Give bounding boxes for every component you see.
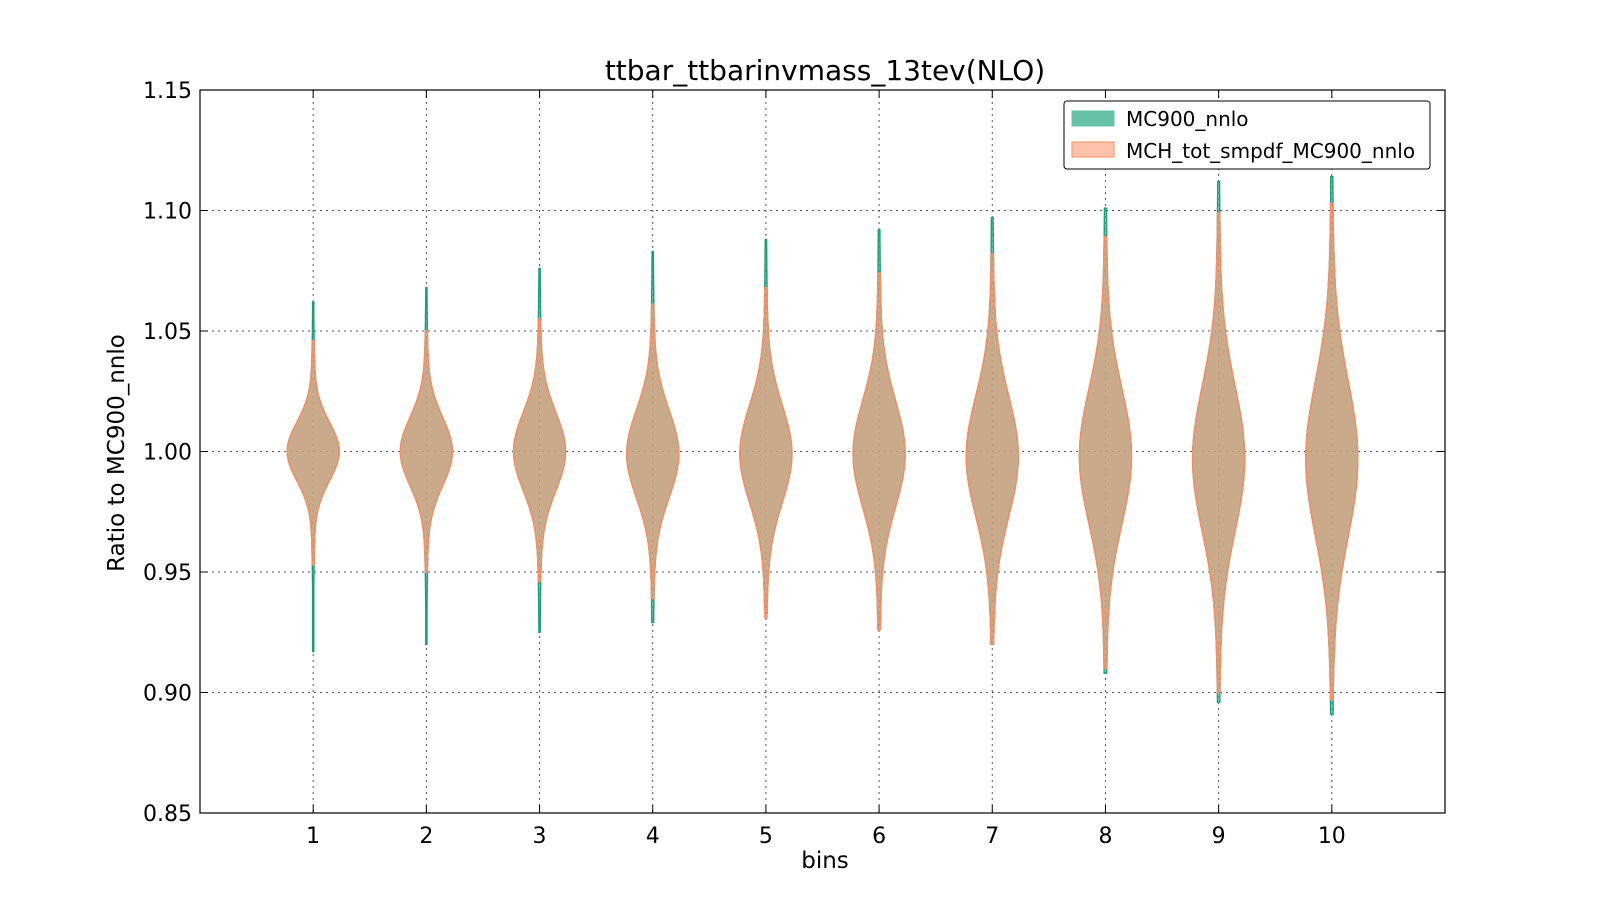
x-tick-label: 7 xyxy=(985,824,999,849)
x-tick-label: 4 xyxy=(646,824,660,849)
y-tick-label: 0.85 xyxy=(143,802,192,827)
x-tick-label: 6 xyxy=(872,824,886,849)
y-axis-label: Ratio to MC900_nnlo xyxy=(104,334,130,572)
violin-mch-bin-1 xyxy=(286,339,340,566)
violin-mch-bin-6 xyxy=(852,272,906,631)
violin-mch-bin-7 xyxy=(965,253,1019,645)
x-tick-label: 9 xyxy=(1212,824,1226,849)
x-tick-label: 8 xyxy=(1098,824,1112,849)
legend-label-mch: MCH_tot_smpdf_MC900_nnlo xyxy=(1126,139,1415,163)
x-tick-label: 5 xyxy=(759,824,773,849)
violin-mch-bin-4 xyxy=(626,303,680,600)
x-tick-label: 1 xyxy=(306,824,320,849)
ticks: 0.85 0.90 0.95 1.00 1.05 1.10 1.15 1 2 3 4 5 6 7 8 9 10 xyxy=(143,79,1445,849)
legend-swatch-mc900 xyxy=(1071,110,1115,127)
violin-mch-bin-9 xyxy=(1191,212,1246,694)
violin-mch-bin-3 xyxy=(512,318,567,583)
violins xyxy=(286,176,1359,715)
violin-mch-bin-5 xyxy=(739,286,793,619)
y-tick-label: 1.10 xyxy=(143,200,192,225)
violin-mch-bin-2 xyxy=(399,330,454,573)
legend-swatch-mch xyxy=(1071,141,1115,158)
y-tick-label: 0.90 xyxy=(143,682,192,707)
legend-label-mc900: MC900_nnlo xyxy=(1126,107,1249,131)
legend: MC900_nnlo MCH_tot_smpdf_MC900_nnlo xyxy=(1063,100,1431,170)
y-tick-label: 0.95 xyxy=(143,561,192,586)
x-axis-label: bins xyxy=(801,848,849,874)
y-tick-label: 1.15 xyxy=(143,79,192,104)
x-tick-label: 2 xyxy=(419,824,433,849)
violin-mch-bin-8 xyxy=(1078,236,1133,670)
x-tick-label: 3 xyxy=(533,824,547,849)
x-tick-label: 10 xyxy=(1318,824,1346,849)
y-tick-label: 1.05 xyxy=(143,320,192,345)
violin-mch-bin-10 xyxy=(1305,202,1359,701)
legend-frame xyxy=(1063,100,1431,170)
y-tick-label: 1.00 xyxy=(143,441,192,466)
chart-title: ttbar_ttbarinvmass_13tev(NLO) xyxy=(605,54,1045,87)
